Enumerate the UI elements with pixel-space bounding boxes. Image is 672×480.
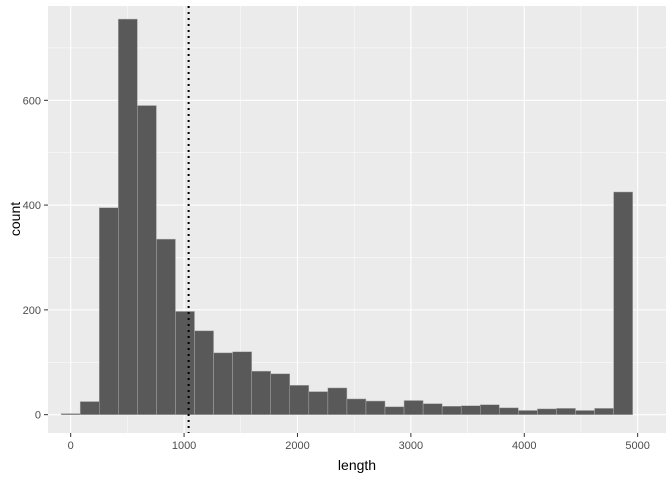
x-tick-label: 2000 [285, 440, 309, 452]
histogram-bar [79, 401, 100, 415]
histogram-bar [613, 191, 633, 415]
y-axis-title: count [7, 202, 23, 236]
histogram-bar [422, 403, 443, 415]
histogram-bar [118, 18, 138, 415]
histogram-bar [251, 370, 271, 415]
x-axis-title: length [338, 457, 376, 473]
histogram-bar [537, 408, 557, 415]
x-tick-label: 3000 [399, 440, 423, 452]
x-axis-ticks: 0 1000 2000 3000 4000 5000 [68, 433, 650, 452]
y-tick-label: 0 [35, 410, 41, 422]
histogram-bar [594, 408, 614, 415]
histogram-bar [518, 410, 538, 415]
histogram-bar [365, 400, 386, 415]
histogram-bar [384, 406, 405, 415]
histogram-bar [556, 408, 576, 415]
histogram-bars [60, 18, 633, 415]
histogram-bar [346, 398, 367, 415]
histogram-bar [270, 373, 291, 415]
histogram-bar [60, 413, 81, 415]
histogram-bar [289, 385, 310, 415]
histogram-bar [403, 400, 424, 415]
histogram-bar [137, 105, 157, 415]
x-tick-label: 4000 [512, 440, 536, 452]
histogram-bar [480, 404, 500, 415]
histogram-bar [308, 391, 329, 415]
x-tick-label: 1000 [172, 440, 196, 452]
y-axis-ticks: 0 200 400 600 [23, 95, 48, 422]
x-tick-label: 5000 [625, 440, 649, 452]
histogram-bar [441, 406, 462, 415]
histogram-bar [156, 238, 176, 415]
y-tick-label: 200 [23, 305, 41, 317]
histogram-bar [213, 352, 233, 415]
histogram-bar [175, 311, 195, 415]
histogram-bar [99, 207, 119, 415]
histogram-bar [327, 387, 348, 415]
histogram-bar [232, 351, 252, 415]
y-tick-label: 600 [23, 95, 41, 107]
histogram-bar [194, 330, 214, 415]
histogram-bar [575, 410, 595, 415]
histogram-bar [499, 407, 519, 415]
histogram-bar [460, 405, 481, 415]
x-tick-label: 0 [68, 440, 74, 452]
y-tick-label: 400 [23, 200, 41, 212]
